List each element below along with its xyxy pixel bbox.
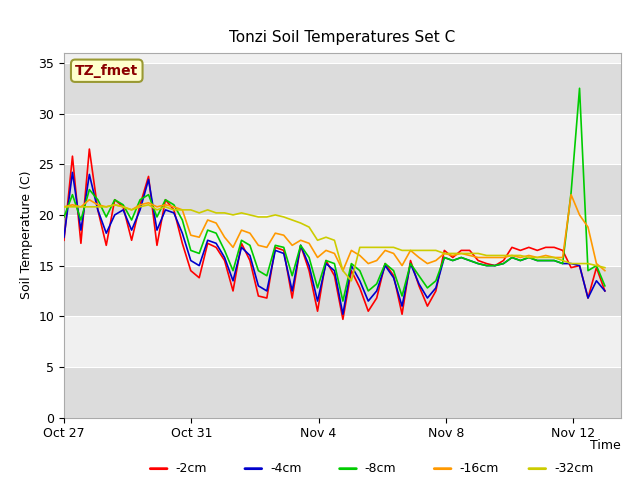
Text: TZ_fmet: TZ_fmet [75, 64, 138, 78]
Bar [64, 316, 621, 367]
Y-axis label: Soil Temperature (C): Soil Temperature (C) [20, 171, 33, 300]
Title: Tonzi Soil Temperatures Set C: Tonzi Soil Temperatures Set C [229, 30, 456, 45]
Text: -16cm: -16cm [460, 462, 499, 475]
Text: -2cm: -2cm [175, 462, 207, 475]
Text: -32cm: -32cm [554, 462, 593, 475]
Text: -8cm: -8cm [365, 462, 396, 475]
Bar [64, 63, 621, 114]
Bar [64, 164, 621, 215]
Bar [64, 114, 621, 164]
Text: Time: Time [590, 440, 621, 453]
Bar [64, 265, 621, 316]
Text: -4cm: -4cm [270, 462, 301, 475]
Bar [64, 215, 621, 265]
Bar [64, 367, 621, 418]
